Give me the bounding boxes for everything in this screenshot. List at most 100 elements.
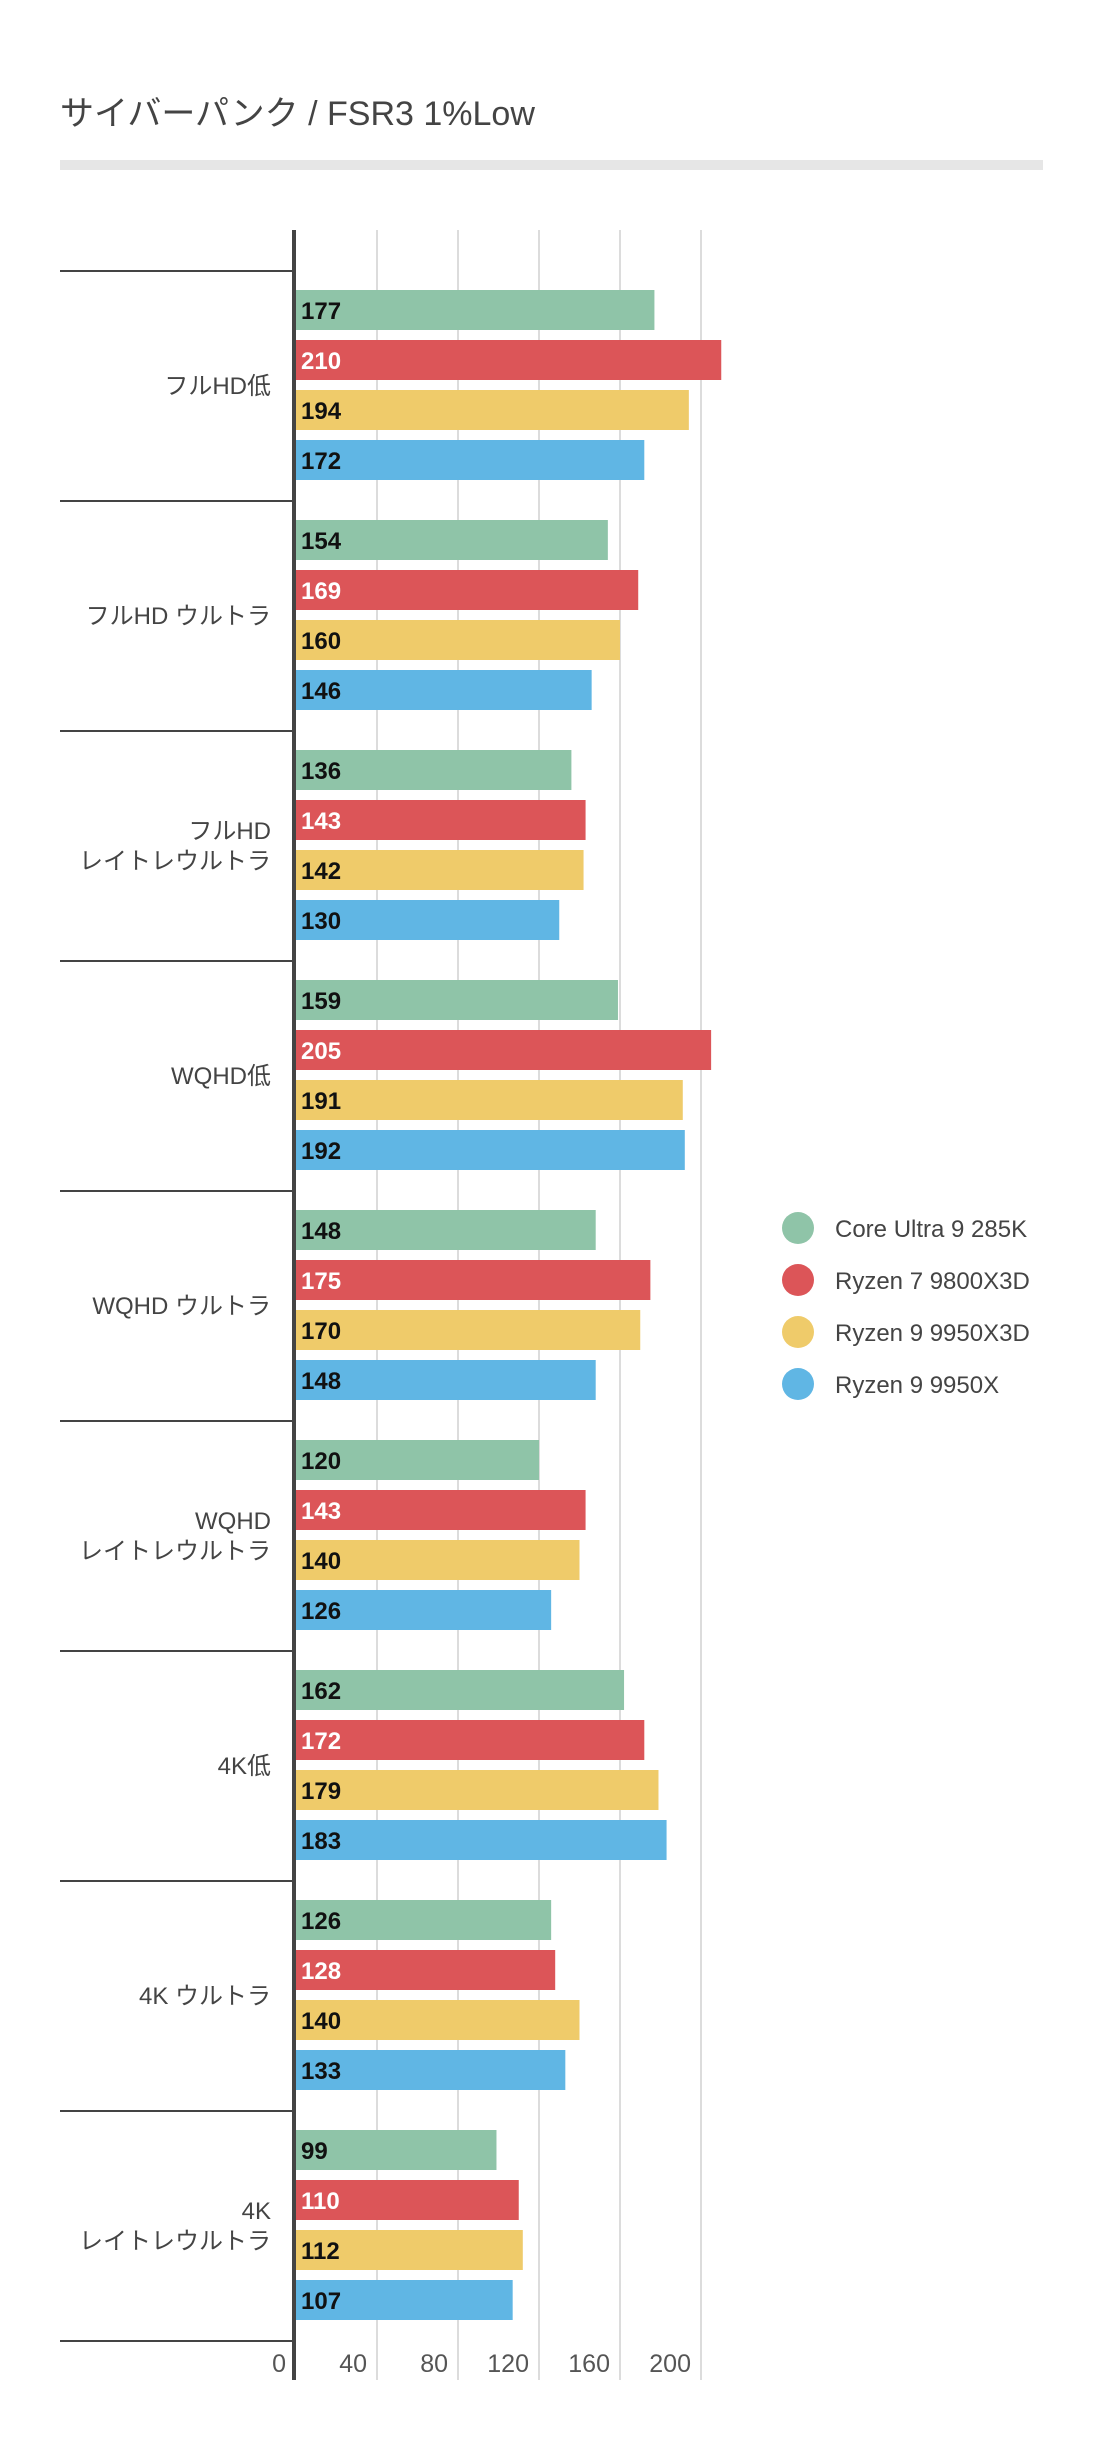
bar-ryzen-7-9800x3d [296,1490,586,1530]
x-tick-label: 120 [487,2350,529,2378]
bar-ryzen-9-9950x3d [296,1540,580,1580]
category-label: 4K低 [218,1753,271,1780]
bar-value-label: 172 [301,1728,341,1755]
x-tick-label: 160 [568,2350,610,2378]
bar-value-label: 148 [301,1218,341,1245]
bar-ryzen-7-9800x3d [296,340,722,380]
bar-ryzen-9-9950x3d [296,1310,641,1350]
category-label: WQHD ウルトラ [92,1293,271,1320]
bar-value-label: 154 [301,528,342,555]
legend-label: Ryzen 9 9950X3D [835,1320,1030,1347]
category-label: 4K ウルトラ [139,1983,271,2010]
category-label: フルHD ウルトラ [86,603,271,630]
bar-value-label: 107 [301,2288,341,2315]
bar-core-ultra-9-285k [296,1900,552,1940]
bar-ryzen-9-9950x [296,1590,552,1630]
bar-ryzen-9-9950x3d [296,850,584,890]
bar-value-label: 126 [301,1598,341,1625]
bar-ryzen-9-9950x [296,900,560,940]
bar-value-label: 192 [301,1138,341,1165]
bar-value-label: 183 [301,1828,341,1855]
bar-value-label: 194 [301,398,342,425]
gridline [538,230,540,2380]
bars: 177 154 136 159 148 120 162 126 99 210 169 143 205 17… [296,290,722,2320]
bar-ryzen-7-9800x3d [296,570,639,610]
legend-swatch-icon [782,1264,814,1296]
category-label: 4K [242,2198,271,2225]
bar-ryzen-7-9800x3d [296,1720,645,1760]
category-label: レイトレウルトラ [79,1538,271,1565]
bar-core-ultra-9-285k [296,750,572,790]
legend-swatch-icon [782,1316,814,1348]
category-separator [60,500,294,502]
bar-value-label: 175 [301,1268,341,1295]
bar-value-label: 128 [301,1958,341,1985]
category-separator [60,1190,294,1192]
bar-ryzen-9-9950x3d [296,620,620,660]
bar-value-label: 160 [301,628,341,655]
y-axis-line [292,230,296,2380]
category-separator [60,1650,294,1652]
gridline [619,230,621,2380]
bar-value-label: 162 [301,1678,341,1705]
bar-ryzen-9-9950x [296,1820,667,1860]
bar-ryzen-9-9950x [296,2050,566,2090]
bar-ryzen-9-9950x [296,440,645,480]
category-separator [60,2110,294,2112]
bar-value-label: 143 [301,808,341,835]
bar-core-ultra-9-285k [296,1670,625,1710]
bar-value-label: 172 [301,448,341,475]
bar-ryzen-7-9800x3d [296,1030,712,1070]
category-label: レイトレウルトラ [79,2228,271,2255]
bar-ryzen-9-9950x [296,1360,596,1400]
bar-value-label: 99 [301,2138,328,2165]
bar-value-label: 146 [301,678,341,705]
x-axis-ticks: 0 40 80 120 160 200 [272,2350,691,2378]
bar-value-label: 210 [301,348,341,375]
bar-core-ultra-9-285k [296,2130,497,2170]
bar-ryzen-7-9800x3d [296,1950,556,1990]
bar-ryzen-9-9950x3d [296,1080,683,1120]
x-tick-label: 40 [339,2350,367,2378]
bar-ryzen-9-9950x3d [296,2000,580,2040]
x-tick-label: 0 [272,2350,286,2378]
bar-core-ultra-9-285k [296,1210,596,1250]
bar-core-ultra-9-285k [296,980,618,1020]
bar-value-label: 130 [301,908,341,935]
category-separator [60,2340,294,2342]
bar-value-label: 170 [301,1318,341,1345]
category-label: レイトレウルトラ [79,848,271,875]
bar-core-ultra-9-285k [296,290,655,330]
y-axis [292,230,296,2380]
bar-value-label: 205 [301,1038,341,1065]
category-label: WQHD低 [171,1063,271,1090]
bar-value-label: 140 [301,2008,341,2035]
bar-value-label: 143 [301,1498,341,1525]
bar-ryzen-9-9950x3d [296,390,689,430]
bar-value-label: 169 [301,578,341,605]
bar-core-ultra-9-285k [296,520,608,560]
bar-value-label: 142 [301,858,341,885]
bar-value-label: 136 [301,758,341,785]
bar-value-label: 159 [301,988,341,1015]
bar-ryzen-9-9950x3d [296,2230,523,2270]
category-separator [60,730,294,732]
bar-value-label: 110 [301,2188,340,2215]
category-label: フルHD [188,818,271,845]
legend-label: Ryzen 7 9800X3D [835,1268,1030,1295]
x-tick-label: 200 [649,2350,691,2378]
bar-value-label: 126 [301,1908,341,1935]
bar-value-label: 112 [301,2238,340,2265]
chart-title: サイバーパンク / FSR3 1%Low [60,95,535,133]
bar-value-label: 140 [301,1548,341,1575]
bar-ryzen-7-9800x3d [296,1260,651,1300]
bar-ryzen-7-9800x3d [296,2180,519,2220]
bar-value-label: 179 [301,1778,341,1805]
legend-label: Ryzen 9 9950X [835,1372,999,1399]
legend: Core Ultra 9 285K Ryzen 7 9800X3D Ryzen 9 … [782,1212,1030,1400]
legend-swatch-icon [782,1212,814,1244]
bar-ryzen-7-9800x3d [296,800,586,840]
bar-value-label: 133 [301,2058,341,2085]
bar-core-ultra-9-285k [296,1440,539,1480]
